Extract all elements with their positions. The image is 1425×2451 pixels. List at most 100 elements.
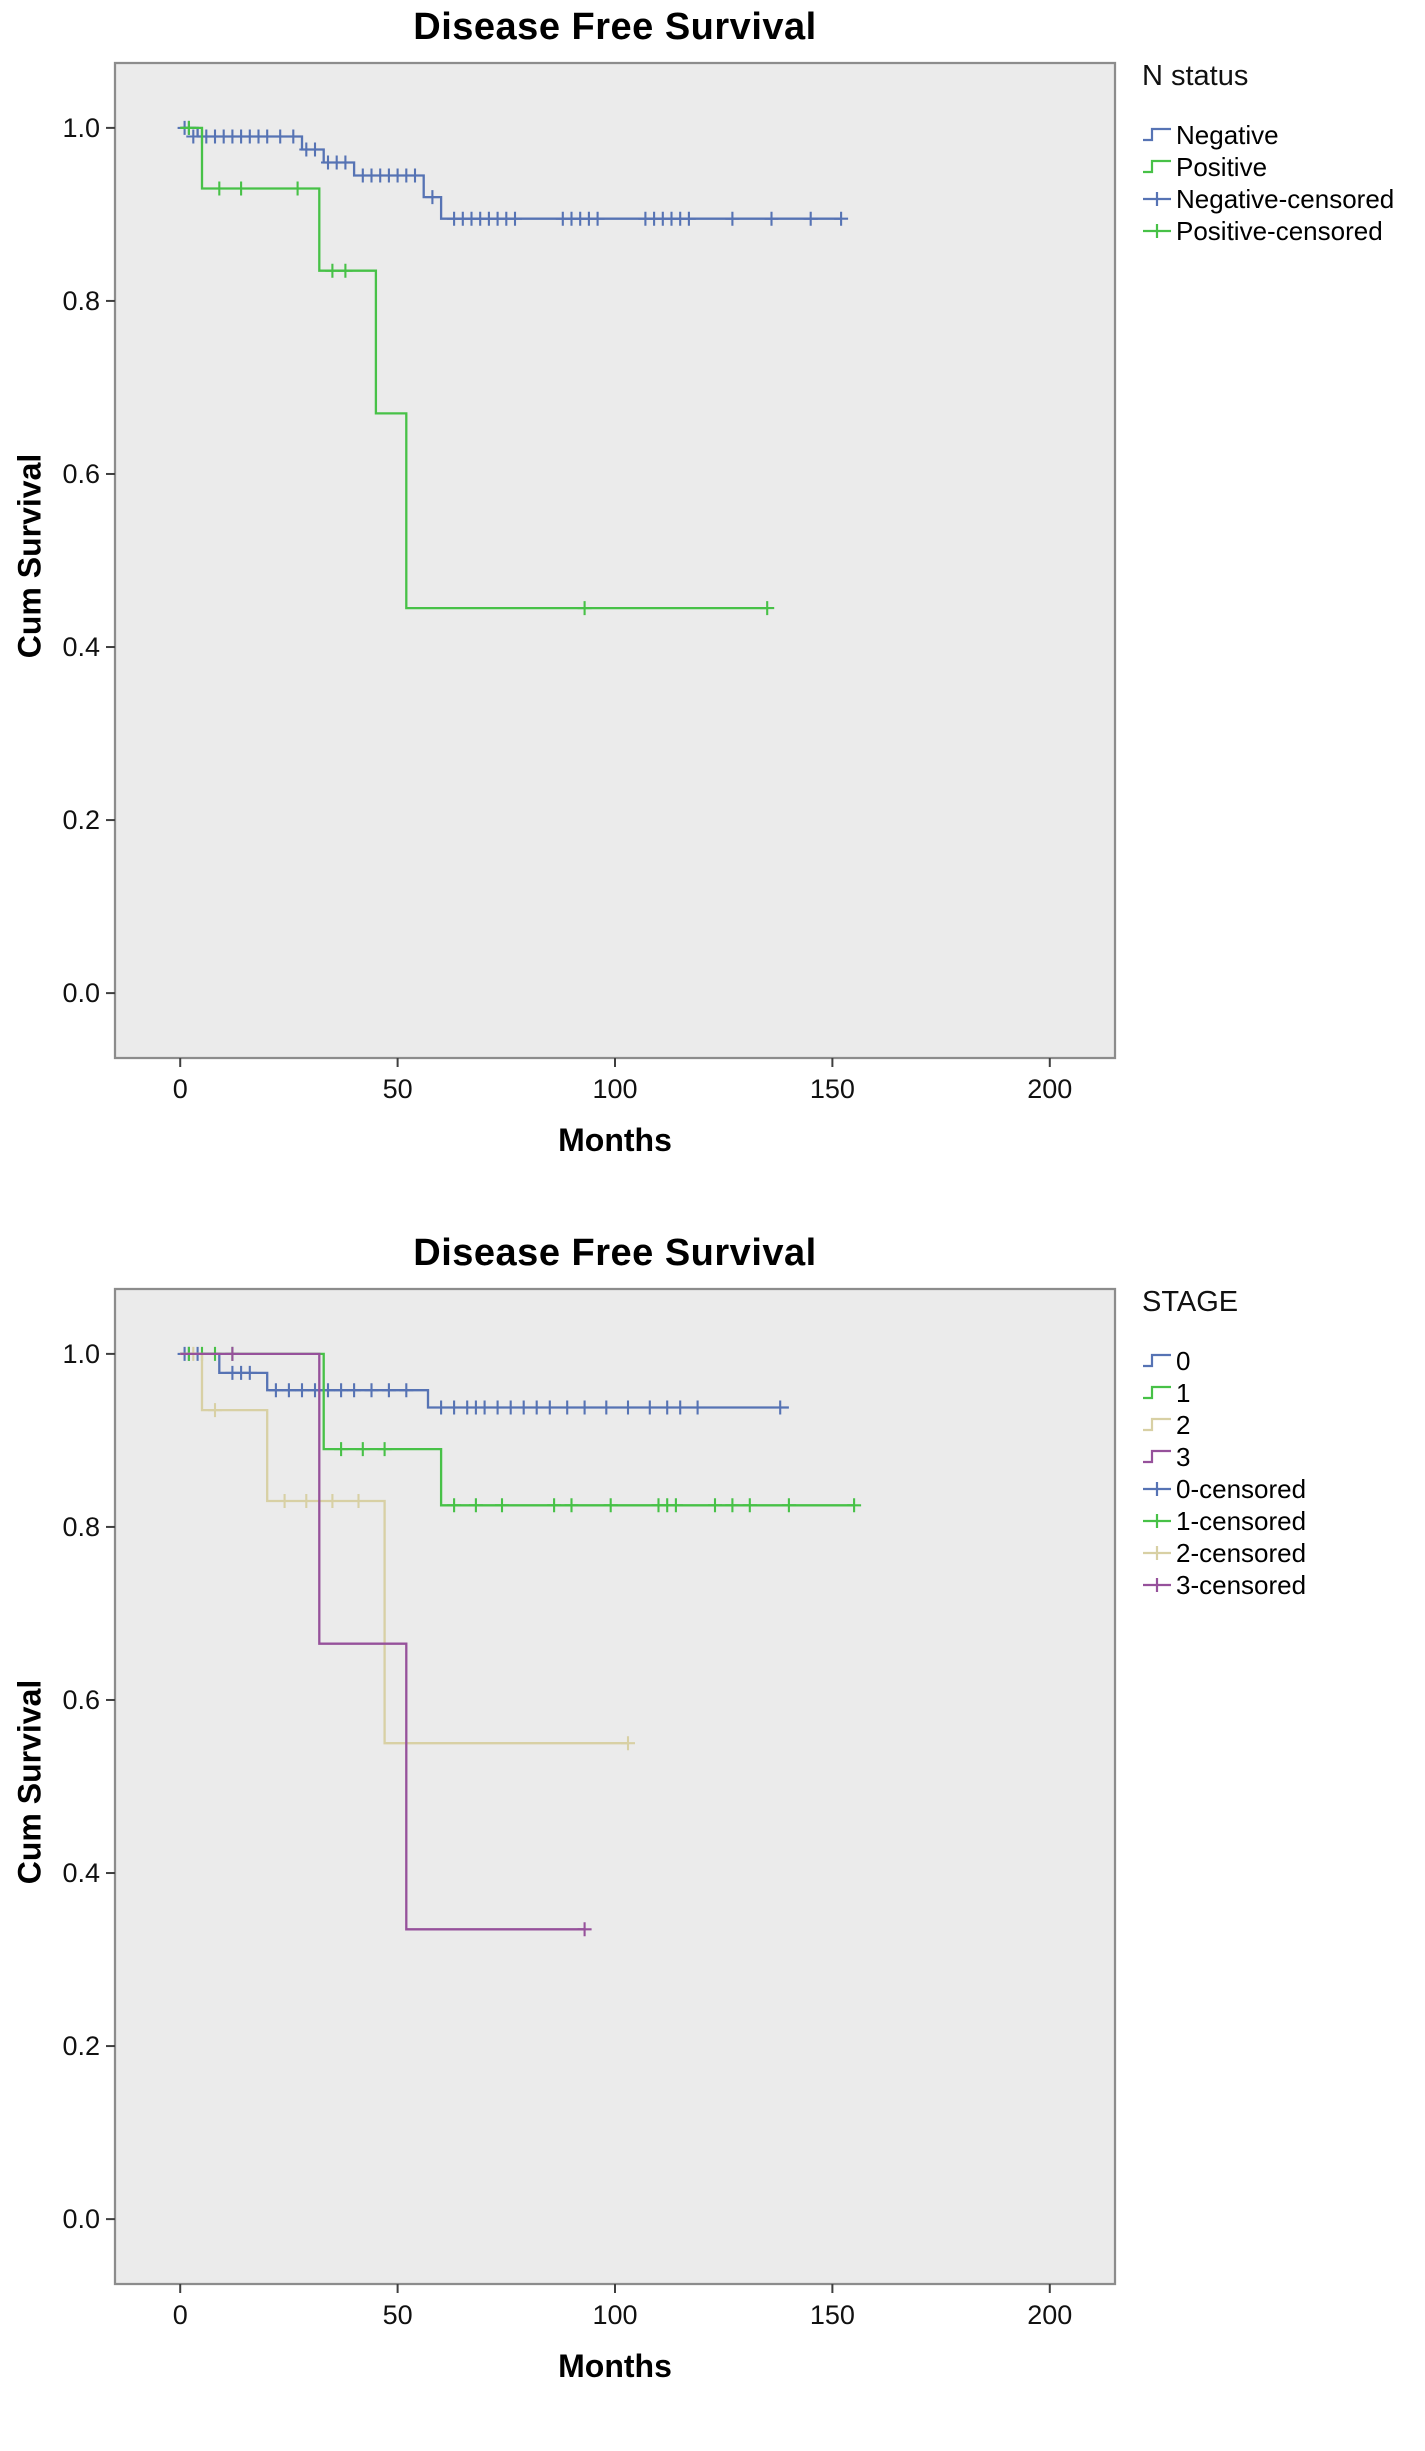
censor-mark (377, 1442, 392, 1457)
censor-mark (834, 211, 849, 226)
legend-censored-marker-icon (1143, 1514, 1171, 1528)
legend-list: 0 1 2 3 0-censored 1-censored 2-censored 3-cens… (1142, 1345, 1425, 1601)
censor-mark (577, 1922, 592, 1937)
legend-item: 1 (1142, 1377, 1425, 1409)
legend-item: 1-censored (1142, 1505, 1425, 1537)
censor-mark (468, 1498, 483, 1513)
censor-mark (434, 1400, 449, 1415)
censor-mark (508, 211, 522, 226)
legend-item: 3 (1142, 1441, 1425, 1473)
series-line-2 (180, 1352, 628, 1745)
censor-mark (577, 1400, 592, 1415)
legend-item: 2-censored (1142, 1537, 1425, 1569)
censor-mark (542, 1400, 557, 1415)
censor-mark (299, 1494, 314, 1508)
censor-marks-2 (186, 1346, 635, 1751)
y-tick-label: 0.0 (62, 978, 100, 1008)
legend-step-line-icon (1143, 127, 1171, 142)
censor-mark (290, 181, 305, 196)
censor-mark (325, 263, 340, 278)
censor-mark (242, 1365, 257, 1380)
legend-title: STAGE (1142, 1286, 1239, 1318)
censor-mark (590, 211, 605, 226)
legend-step-line-icon (1143, 1449, 1171, 1464)
km-chart-n-status: Disease Free Survival Cum Survival 0 50 10… (0, 0, 1425, 1225)
x-tick-label: 0 (173, 1074, 188, 1104)
x-tick-label: 150 (810, 2300, 855, 2330)
legend-item: 2 (1142, 1409, 1425, 1441)
legend-item: Positive (1142, 151, 1425, 183)
censor-mark (660, 1400, 675, 1415)
x-tick-label: 200 (1027, 1074, 1072, 1104)
legend-censored-marker-icon (1143, 224, 1171, 238)
censor-mark (268, 1383, 283, 1398)
x-tick-label: 200 (1027, 2300, 1072, 2330)
censor-mark (708, 1498, 722, 1513)
censor-mark (764, 211, 779, 226)
censor-mark (621, 1736, 635, 1751)
x-tick-label: 50 (383, 1074, 413, 1104)
legend-item: 3-censored (1142, 1569, 1425, 1601)
censor-mark (621, 1400, 635, 1415)
x-tick-label: 100 (592, 1074, 637, 1104)
legend-item: Positive-censored (1142, 215, 1425, 247)
x-tick-label: 100 (592, 2300, 637, 2330)
censor-marks-3 (225, 1346, 592, 1937)
censor-mark (495, 1498, 509, 1513)
legend-item-label: 2 (1176, 1409, 1191, 1440)
y-tick-label: 0.2 (62, 2031, 100, 2061)
censor-mark (447, 1400, 462, 1415)
censor-mark (381, 1383, 396, 1398)
censor-mark (351, 1494, 366, 1508)
censor-mark (338, 155, 353, 170)
censor-mark (338, 263, 353, 278)
x-axis-label: Months (558, 2348, 672, 2384)
censor-mark (260, 129, 275, 144)
plot-area: 0 50 100 150 200 0.0 0.2 0.4 0.6 0.8 1.0 (62, 1287, 1117, 2330)
censor-mark (334, 1442, 349, 1457)
censor-mark (725, 1498, 740, 1513)
censor-mark (281, 1383, 296, 1398)
legend-item-label: Positive-censored (1176, 215, 1383, 246)
censor-mark (577, 601, 592, 616)
legend-item: Negative-censored (1142, 183, 1425, 215)
censor-mark (725, 211, 740, 226)
censor-mark (325, 1494, 340, 1508)
legend-item-label: 1-censored (1176, 1505, 1307, 1536)
y-tick-label: 0.6 (62, 1685, 100, 1715)
censor-mark (668, 1498, 683, 1513)
series-line-3 (180, 1352, 585, 1931)
censor-mark (364, 1383, 379, 1398)
censor-mark (181, 120, 196, 135)
censor-mark (564, 1498, 579, 1513)
censor-mark (208, 1403, 222, 1418)
chart-title: Disease Free Survival (413, 1232, 817, 1274)
y-tick-label: 0.8 (62, 1512, 100, 1542)
censor-marks-0 (177, 1346, 788, 1415)
censor-mark (742, 1498, 757, 1513)
x-axis-label: Months (558, 1122, 672, 1158)
censor-mark (529, 1400, 544, 1415)
censor-mark (599, 1400, 614, 1415)
legend-censored-marker-icon (1143, 1578, 1171, 1592)
censor-mark (773, 1400, 788, 1415)
censor-mark (286, 129, 301, 144)
y-tick-label: 0.4 (62, 632, 100, 662)
censor-mark (399, 1383, 414, 1398)
legend-item-label: Negative (1176, 119, 1279, 150)
y-tick-label: 0.4 (62, 1858, 100, 1888)
legend-item-label: 0-censored (1176, 1473, 1307, 1504)
legend-item-label: 2-censored (1176, 1537, 1307, 1568)
legend-step-line-icon (1143, 1353, 1171, 1368)
censor-mark (781, 1498, 796, 1513)
censor-mark (277, 1494, 292, 1508)
censor-marks-Positive (181, 120, 775, 616)
series-line-0 (180, 1352, 789, 1409)
y-tick-label: 1.0 (62, 113, 100, 143)
censor-mark (447, 1498, 462, 1513)
legend-item: Negative (1142, 119, 1425, 151)
legend-item-label: 1 (1176, 1377, 1191, 1408)
legend-step-line-icon (1143, 1417, 1171, 1432)
legend-item-label: 3 (1176, 1441, 1191, 1472)
